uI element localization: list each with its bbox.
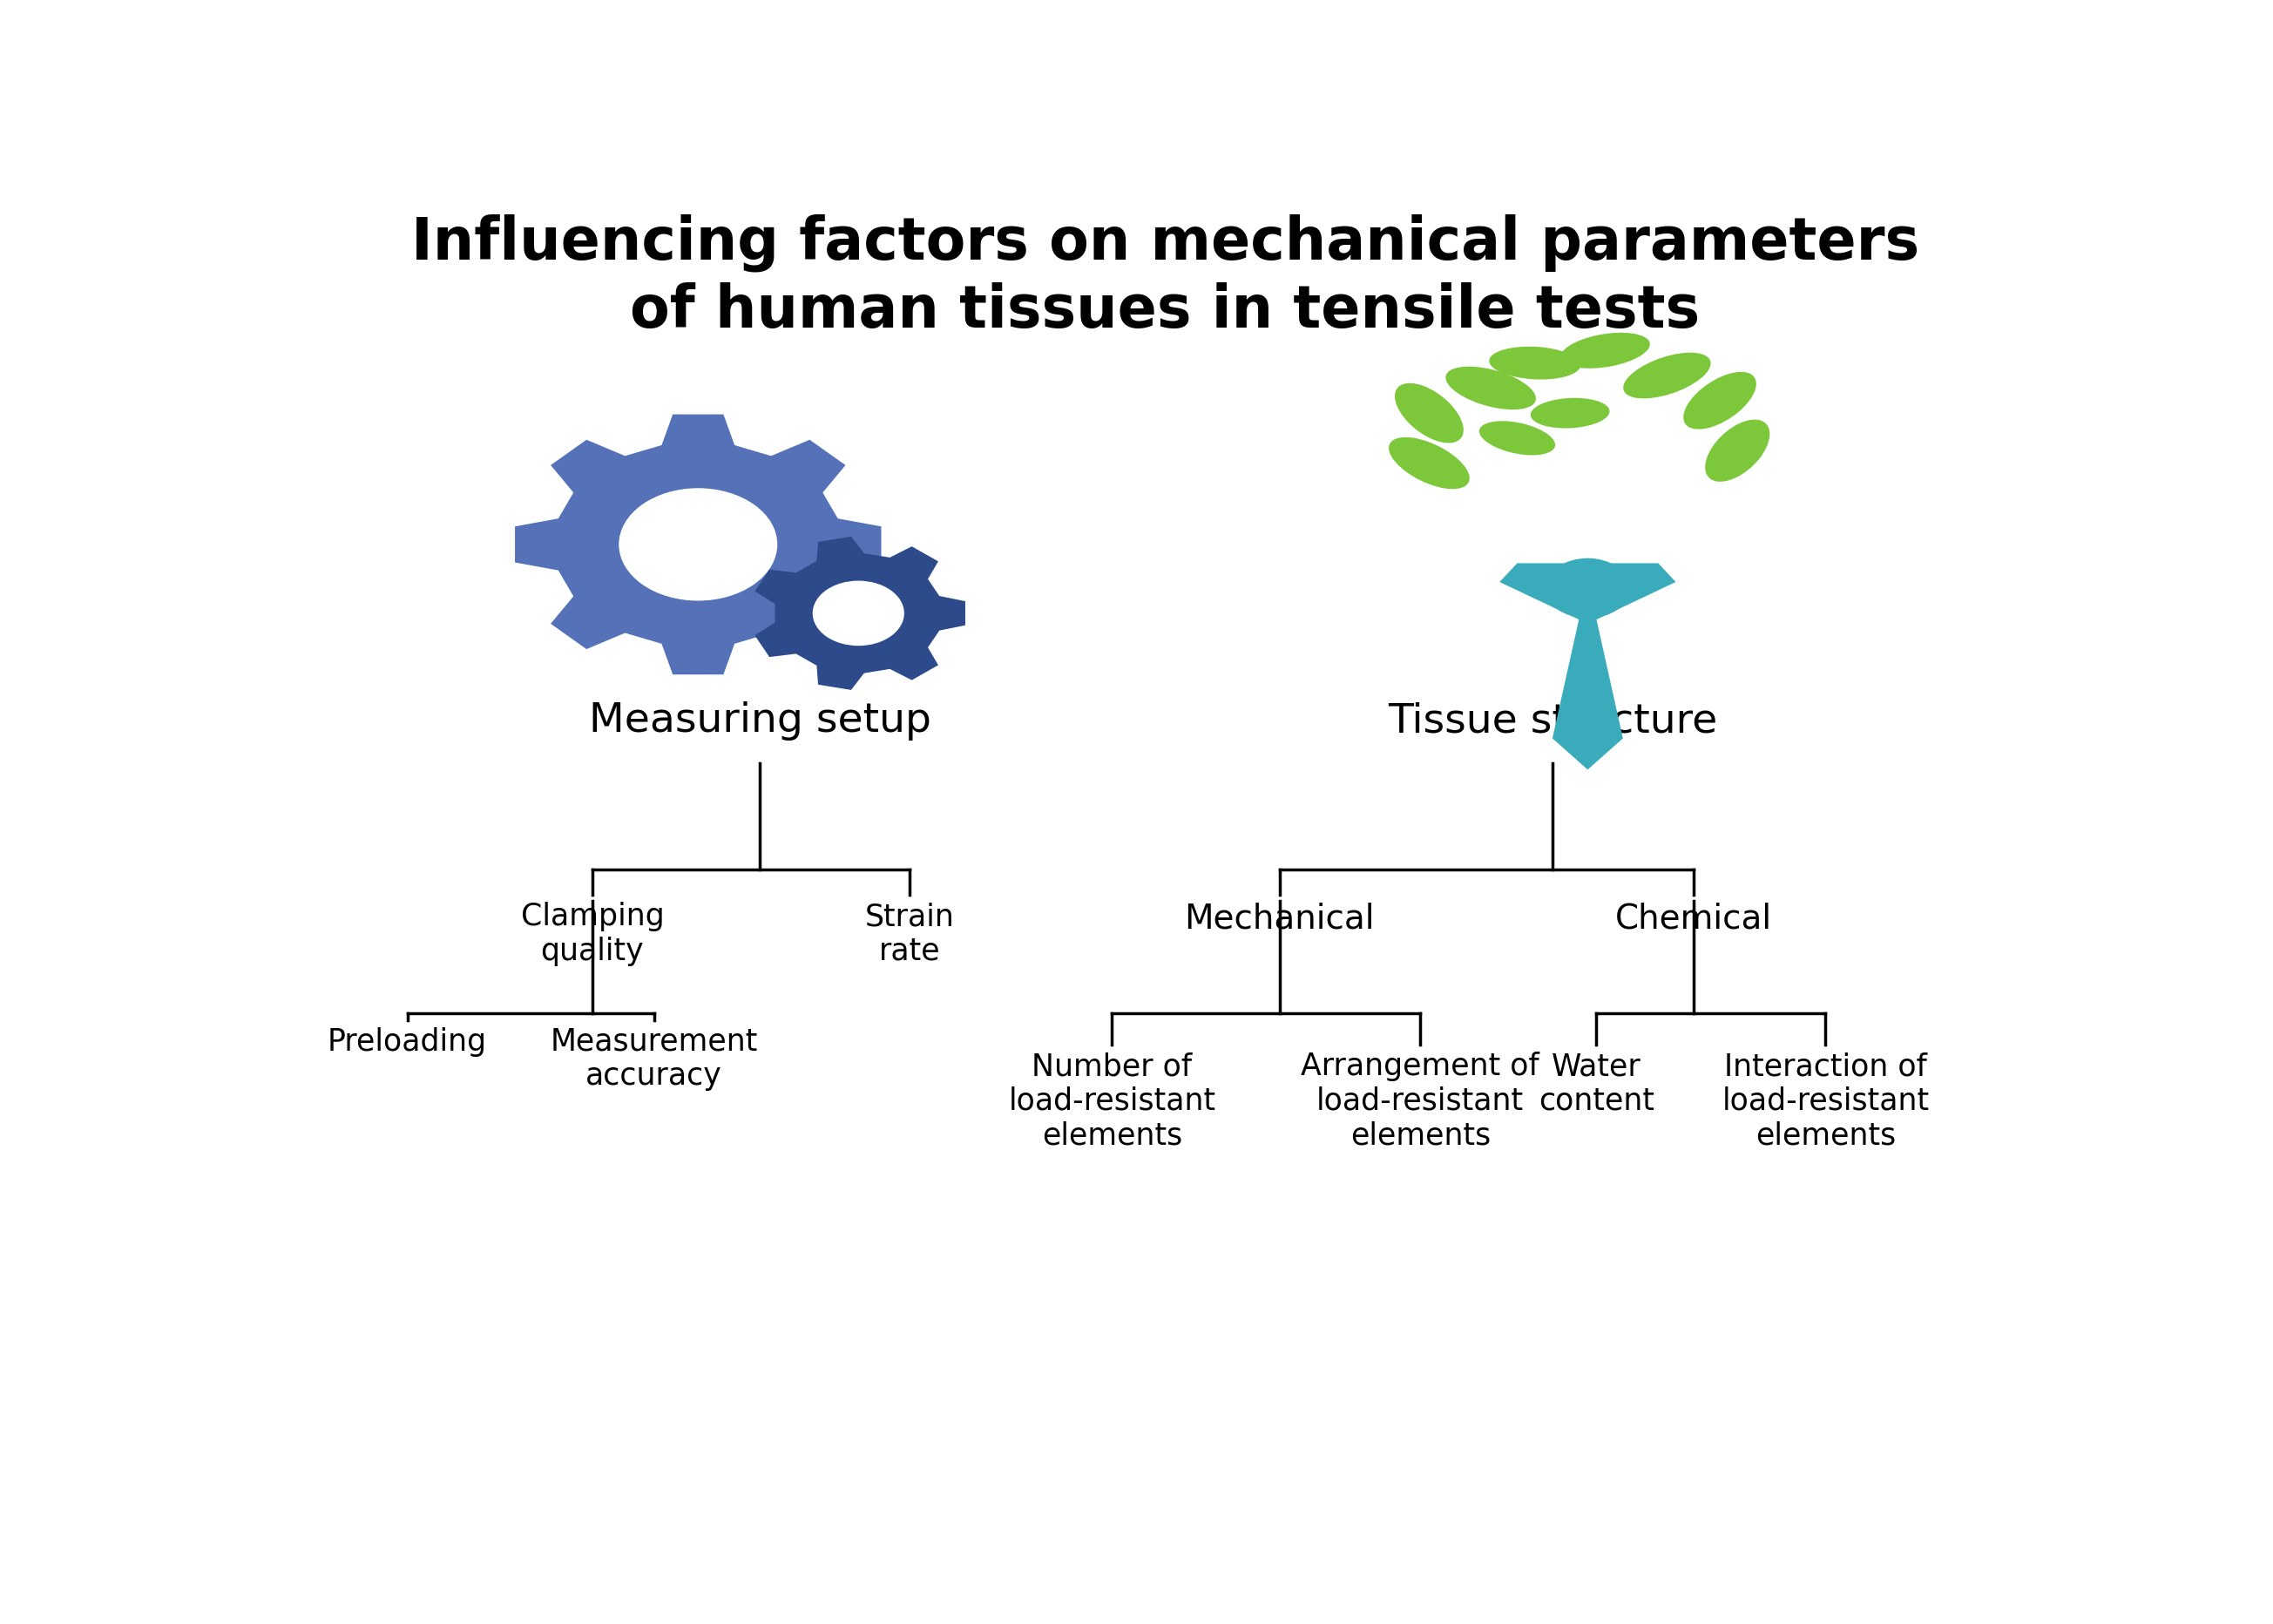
Text: Measurement
accuracy: Measurement accuracy bbox=[550, 1026, 757, 1090]
Ellipse shape bbox=[1530, 398, 1609, 429]
Circle shape bbox=[1546, 559, 1630, 619]
Text: Influencing factors on mechanical parameters: Influencing factors on mechanical parame… bbox=[411, 214, 1918, 271]
Ellipse shape bbox=[1396, 383, 1464, 443]
Text: of human tissues in tensile tests: of human tissues in tensile tests bbox=[630, 283, 1700, 339]
Polygon shape bbox=[1500, 564, 1675, 770]
Text: Number of
load-resistant
elements: Number of load-resistant elements bbox=[1009, 1051, 1216, 1150]
Ellipse shape bbox=[1489, 348, 1580, 380]
Polygon shape bbox=[755, 538, 966, 690]
Text: Clamping
quality: Clamping quality bbox=[521, 901, 664, 965]
Ellipse shape bbox=[1562, 333, 1650, 369]
Polygon shape bbox=[516, 416, 882, 676]
Text: Interaction of
load-resistant
elements: Interaction of load-resistant elements bbox=[1721, 1051, 1930, 1150]
Text: Mechanical: Mechanical bbox=[1184, 901, 1375, 934]
Circle shape bbox=[618, 489, 777, 601]
Ellipse shape bbox=[1623, 354, 1712, 400]
Text: Preloading: Preloading bbox=[327, 1026, 486, 1056]
Circle shape bbox=[814, 581, 905, 646]
Text: Chemical: Chemical bbox=[1614, 901, 1773, 934]
Text: Strain
rate: Strain rate bbox=[864, 901, 955, 965]
Text: Tissue structure: Tissue structure bbox=[1389, 702, 1716, 741]
Ellipse shape bbox=[1480, 422, 1555, 456]
Ellipse shape bbox=[1705, 421, 1771, 482]
Ellipse shape bbox=[1446, 367, 1537, 411]
Ellipse shape bbox=[1389, 438, 1471, 489]
Ellipse shape bbox=[1684, 372, 1757, 430]
Text: Measuring setup: Measuring setup bbox=[589, 702, 932, 741]
Text: Arrangement of
load-resistant
elements: Arrangement of load-resistant elements bbox=[1300, 1051, 1539, 1150]
Text: Water
content: Water content bbox=[1539, 1051, 1655, 1116]
